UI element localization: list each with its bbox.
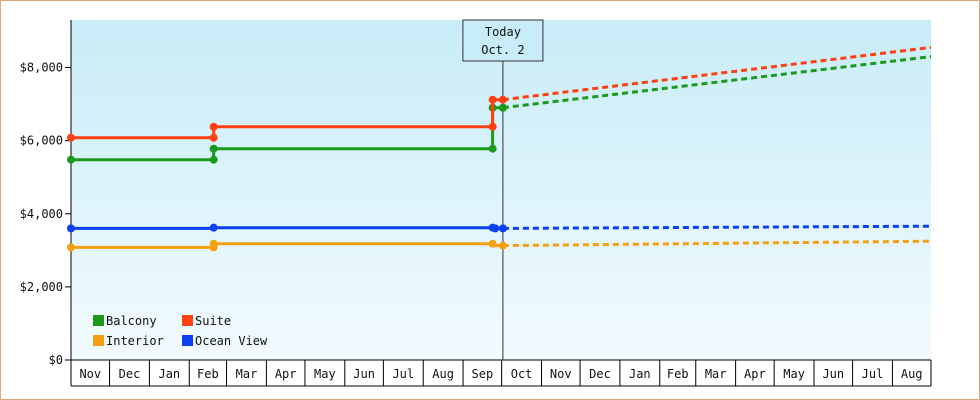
data-point-ocean-view xyxy=(209,223,218,232)
today-date: Oct. 2 xyxy=(481,43,524,57)
data-point-suite xyxy=(67,133,75,142)
x-axis: Nov Dec Jan Feb Mar Apr May Jun Jul Aug Sep Oct Nov D… xyxy=(70,359,932,387)
legend-entry: Suite xyxy=(195,314,231,328)
x-tick-label: Jul xyxy=(862,367,884,381)
x-tick-label: Apr xyxy=(275,367,297,381)
data-point-balcony xyxy=(209,155,218,164)
x-tick-label: Dec xyxy=(119,367,141,381)
data-point-balcony xyxy=(67,155,75,164)
x-tick-label: Oct xyxy=(511,367,533,381)
x-tick-label: May xyxy=(314,367,336,381)
plot-background xyxy=(71,20,931,360)
x-tick-label: Feb xyxy=(667,367,689,381)
x-tick-label: Feb xyxy=(197,367,219,381)
x-tick-label: Jun xyxy=(353,367,375,381)
x-tick-label: Sep xyxy=(472,367,494,381)
y-tick-label: $4,000 xyxy=(20,207,63,221)
data-point-suite xyxy=(209,133,218,142)
forecast-line-suite xyxy=(502,45,932,102)
data-point-interior xyxy=(488,239,497,248)
x-tick-label: Nov xyxy=(79,367,101,381)
x-tick-label: Nov xyxy=(550,367,572,381)
x-tick-label: Jul xyxy=(392,367,414,381)
series-line-ocean-view xyxy=(71,226,503,230)
y-tick-label: $0 xyxy=(49,353,63,367)
x-tick-label: Jan xyxy=(629,367,651,381)
data-point-suite xyxy=(488,95,497,104)
series-lines xyxy=(67,45,932,252)
x-tick-label: Jun xyxy=(822,367,844,381)
forecast-line-ocean-view xyxy=(502,224,932,230)
legend: Balcony Suite Interior Ocean View xyxy=(93,314,268,348)
today-marker: Today Oct. 2 xyxy=(462,19,544,360)
data-point-interior xyxy=(67,243,75,252)
legend-swatch xyxy=(182,315,193,326)
y-axis: $0 $2,000 $4,000 $6,000 $8,000 xyxy=(20,20,72,367)
data-point-balcony xyxy=(498,103,507,112)
legend-swatch xyxy=(182,335,193,346)
data-point-balcony xyxy=(488,144,497,153)
x-tick-label: Mar xyxy=(236,367,258,381)
x-tick-label: Jan xyxy=(158,367,180,381)
x-tick-label: Apr xyxy=(744,367,766,381)
data-point-interior xyxy=(498,241,507,250)
data-point-ocean-view xyxy=(491,224,500,233)
today-box xyxy=(462,19,544,62)
y-tick-label: $8,000 xyxy=(20,61,63,75)
data-point-interior xyxy=(209,239,218,248)
x-tick-label: May xyxy=(783,367,805,381)
x-tick-label: Aug xyxy=(901,367,923,381)
forecast-line-balcony xyxy=(502,55,932,110)
today-label: Today xyxy=(485,25,521,39)
data-point-balcony xyxy=(209,144,218,153)
legend-swatch xyxy=(93,335,104,346)
data-point-suite xyxy=(498,95,507,104)
data-point-suite xyxy=(488,122,497,131)
data-point-suite xyxy=(209,122,218,131)
legend-entry: Balcony xyxy=(106,314,157,328)
x-tick-label: Dec xyxy=(589,367,611,381)
legend-entry: Ocean View xyxy=(195,334,268,348)
y-tick-label: $6,000 xyxy=(20,134,63,148)
forecast-line-interior xyxy=(502,239,932,248)
legend-entry: Interior xyxy=(106,334,164,348)
data-point-ocean-view xyxy=(67,224,75,233)
legend-swatch xyxy=(93,315,104,326)
x-tick-label: Aug xyxy=(432,367,454,381)
y-tick-label: $2,000 xyxy=(20,280,63,294)
data-point-ocean-view xyxy=(498,224,507,233)
x-tick-label: Mar xyxy=(705,367,727,381)
